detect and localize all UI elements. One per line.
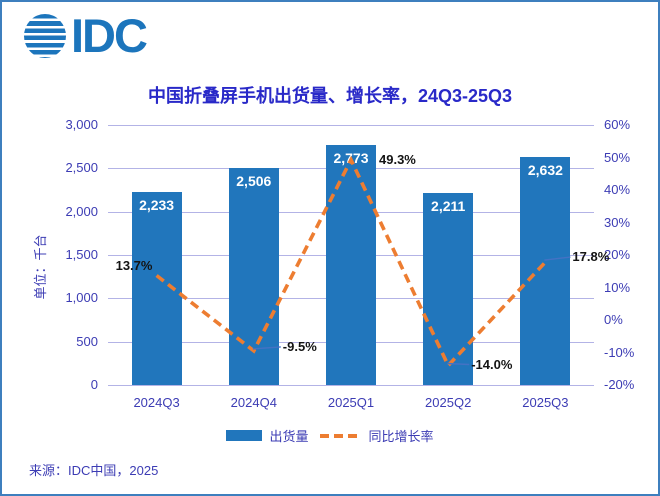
x-axis-tick-label: 2025Q1 [327, 395, 375, 410]
bar-value-label: 2,233 [139, 196, 175, 213]
bar-value-label: 2,773 [333, 149, 369, 166]
source-note: 来源：IDC中国，2025 [29, 463, 159, 478]
right-axis-tick-label: 0% [604, 312, 623, 327]
gridline [108, 125, 594, 126]
right-axis-tick-label: 60% [604, 117, 631, 132]
right-axis-tick-label: 50% [604, 149, 631, 165]
right-axis-tick-label: 30% [604, 214, 631, 230]
right-axis-tick-label: -20% [604, 377, 635, 392]
growth-value-label: 13.7% [115, 257, 153, 273]
growth-value-label: -14.0% [471, 356, 513, 372]
bar-2025Q2 [423, 193, 474, 385]
x-axis-tick-label: 2025Q2 [425, 395, 472, 410]
left-axis-tick-label: 1,000 [65, 290, 98, 306]
left-axis-tick-label: 0 [90, 377, 98, 392]
idc-logo-text: IDC [71, 9, 148, 62]
left-axis-tick-label: 500 [76, 333, 98, 349]
right-axis-tick-label: 20% [604, 247, 631, 262]
bar-2024Q4 [228, 167, 279, 385]
left-axis-tick-label: 2,500 [65, 160, 98, 176]
idc-globe-icon [24, 14, 66, 58]
right-axis-tick-label: -10% [604, 344, 635, 360]
idc-logo: IDC [24, 9, 148, 62]
bar-2024Q3 [131, 191, 182, 385]
legend-item-growth: 同比增长率 [319, 426, 434, 445]
bar-2025Q1 [326, 144, 376, 385]
legend-bar-label: 出货量 [269, 429, 309, 444]
legend-item-shipments: 出货量 [226, 426, 309, 445]
legend-line-swatch [319, 433, 362, 438]
right-axis-tick-label: 10% [604, 279, 631, 295]
right-axis-tick-label: 40% [604, 182, 631, 197]
gridline [108, 385, 594, 386]
legend-line-label: 同比增长率 [368, 429, 434, 444]
x-axis-tick-label: 2024Q4 [230, 395, 277, 410]
legend: 出货量 同比增长率 [2, 426, 658, 445]
x-axis-tick-label: 2024Q3 [133, 395, 180, 410]
bar-value-label: 2,632 [527, 161, 563, 178]
left-axis-tick-label: 2,000 [65, 203, 98, 219]
bar-2025Q3 [520, 156, 571, 385]
left-axis-tick-label: 1,500 [65, 247, 98, 262]
legend-bar-swatch [226, 430, 263, 441]
growth-value-label: 17.8% [572, 249, 610, 265]
x-axis-tick-label: 2025Q3 [522, 395, 569, 410]
chart-title: 中国折叠屏手机出货量、增长率，24Q3-25Q3 [147, 86, 513, 106]
growth-value-label: -9.5% [282, 338, 317, 354]
left-axis-tick-label: 3,000 [65, 117, 98, 132]
bar-value-label: 2,211 [431, 198, 466, 215]
bar-value-label: 2,506 [236, 172, 272, 189]
growth-value-label: 49.3% [379, 151, 416, 167]
